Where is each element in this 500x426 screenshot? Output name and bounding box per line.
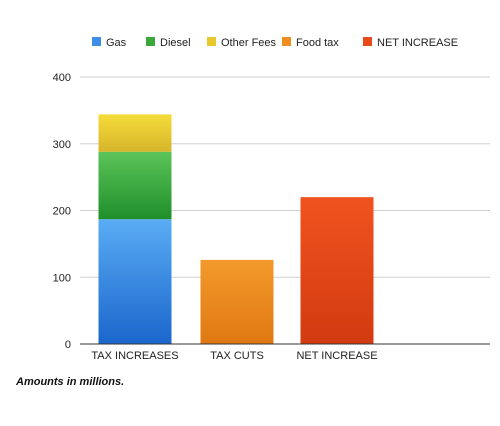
x-tick-label-2: NET INCREASE bbox=[296, 350, 377, 362]
legend-swatch-2 bbox=[207, 37, 216, 46]
bar-chart: Gas Diesel Other Fees Food tax NET INCREASE … bbox=[0, 0, 500, 372]
bar-2-4 bbox=[301, 197, 374, 344]
legend-label-1: Diesel bbox=[160, 37, 191, 49]
legend-swatch-0 bbox=[92, 37, 101, 46]
bar-0-1 bbox=[99, 152, 172, 219]
bars bbox=[99, 114, 374, 344]
y-axis: 0 100 200 300 400 bbox=[53, 72, 71, 351]
bar-1-3 bbox=[201, 260, 274, 344]
bar-0-0 bbox=[99, 219, 172, 344]
legend-swatch-1 bbox=[146, 37, 155, 46]
legend-label-2: Other Fees bbox=[221, 37, 277, 49]
y-tick-label-1: 100 bbox=[53, 272, 71, 284]
legend-label-4: NET INCREASE bbox=[377, 37, 458, 49]
y-tick-label-3: 300 bbox=[53, 139, 71, 151]
legend-label-0: Gas bbox=[106, 37, 127, 49]
units-note: Amounts in millions. bbox=[16, 376, 124, 388]
legend-label-3: Food tax bbox=[296, 37, 339, 49]
x-axis: TAX INCREASES TAX CUTS NET INCREASE bbox=[80, 344, 490, 362]
legend-swatch-3 bbox=[282, 37, 291, 46]
bar-0-2 bbox=[99, 114, 172, 151]
x-tick-label-1: TAX CUTS bbox=[210, 350, 264, 362]
legend: Gas Diesel Other Fees Food tax NET INCREASE bbox=[92, 37, 458, 49]
y-tick-label-0: 0 bbox=[65, 339, 71, 351]
y-tick-label-2: 200 bbox=[53, 206, 71, 218]
legend-swatch-4 bbox=[363, 37, 372, 46]
y-tick-label-4: 400 bbox=[53, 72, 71, 84]
x-tick-label-0: TAX INCREASES bbox=[91, 350, 178, 362]
